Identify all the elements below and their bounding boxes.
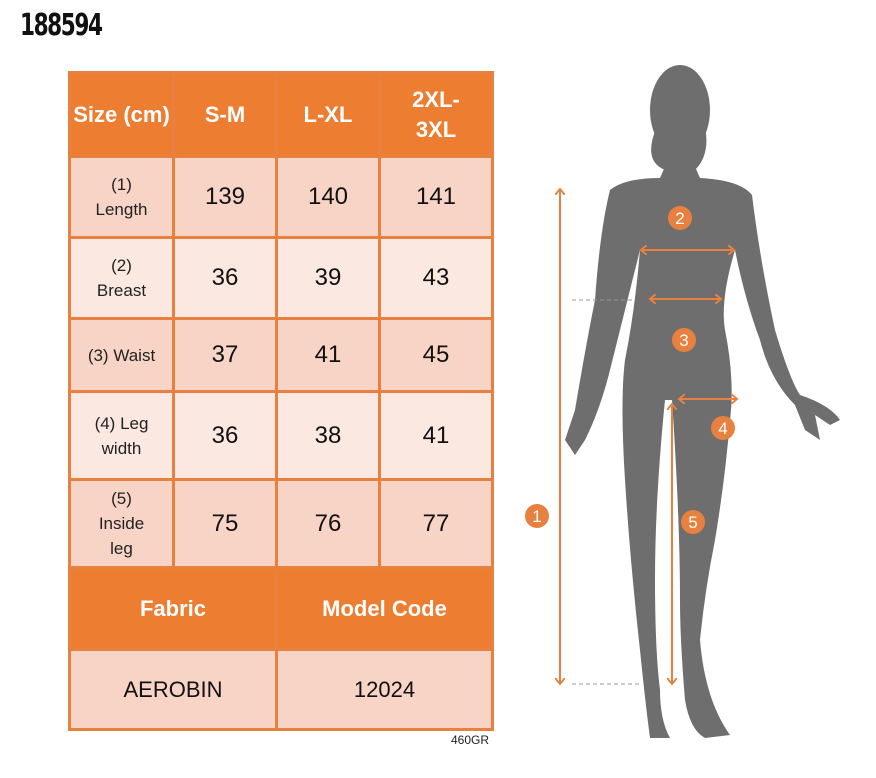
fabric-header: Fabric [68, 566, 278, 651]
marker-4 [711, 416, 735, 440]
header-l-xl: L-XL [275, 71, 381, 158]
table-row: (1) Length 139 140 141 [68, 155, 494, 239]
header-s-m: S-M [172, 71, 278, 158]
cell: 77 [378, 478, 494, 569]
cell: 41 [378, 390, 494, 481]
cell: 36 [172, 390, 278, 481]
svg-text:4: 4 [718, 419, 727, 438]
svg-text:2: 2 [675, 209, 684, 228]
marker-1 [525, 504, 549, 528]
cell: 140 [275, 155, 381, 239]
cell: 37 [172, 317, 278, 393]
marker-2 [668, 206, 692, 230]
fabric-header-row: Fabric Model Code [68, 566, 494, 651]
cell: 36 [172, 236, 278, 320]
cell: 75 [172, 478, 278, 569]
fabric-row: AEROBIN 12024 [68, 648, 494, 731]
svg-text:1: 1 [532, 507, 541, 526]
row-label: (1) Length [68, 155, 175, 239]
row-label: (3) Waist [68, 317, 175, 393]
model-code-value: 12024 [275, 648, 494, 731]
product-code: 460GR [451, 733, 490, 747]
svg-text:5: 5 [688, 513, 697, 532]
size-table: Size (cm) S-M L-XL 2XL-3XL (1) Length 13… [68, 71, 494, 731]
marker-3 [672, 328, 696, 352]
header-2xl-3xl: 2XL-3XL [378, 71, 494, 158]
cell: 41 [275, 317, 381, 393]
cell: 39 [275, 236, 381, 320]
row-label: (4) Leg width [68, 390, 175, 481]
table-row: (3) Waist 37 41 45 [68, 317, 494, 393]
product-title: 188594 [20, 8, 103, 43]
cell: 141 [378, 155, 494, 239]
silhouette-icon [565, 65, 840, 738]
table-row: (5) Inside leg 75 76 77 [68, 478, 494, 569]
table-header-row: Size (cm) S-M L-XL 2XL-3XL [68, 71, 494, 158]
row-label: (5) Inside leg [68, 478, 175, 569]
cell: 43 [378, 236, 494, 320]
table-row: (2) Breast 36 39 43 [68, 236, 494, 320]
cell: 38 [275, 390, 381, 481]
model-code-header: Model Code [275, 566, 494, 651]
svg-text:3: 3 [679, 331, 688, 350]
fabric-value: AEROBIN [68, 648, 278, 731]
row-label: (2) Breast [68, 236, 175, 320]
cell: 139 [172, 155, 278, 239]
header-size: Size (cm) [68, 71, 175, 158]
cell: 45 [378, 317, 494, 393]
cell: 76 [275, 478, 381, 569]
marker-5 [681, 510, 705, 534]
table-row: (4) Leg width 36 38 41 [68, 390, 494, 481]
body-silhouette: 1 2 3 4 5 [525, 65, 840, 738]
